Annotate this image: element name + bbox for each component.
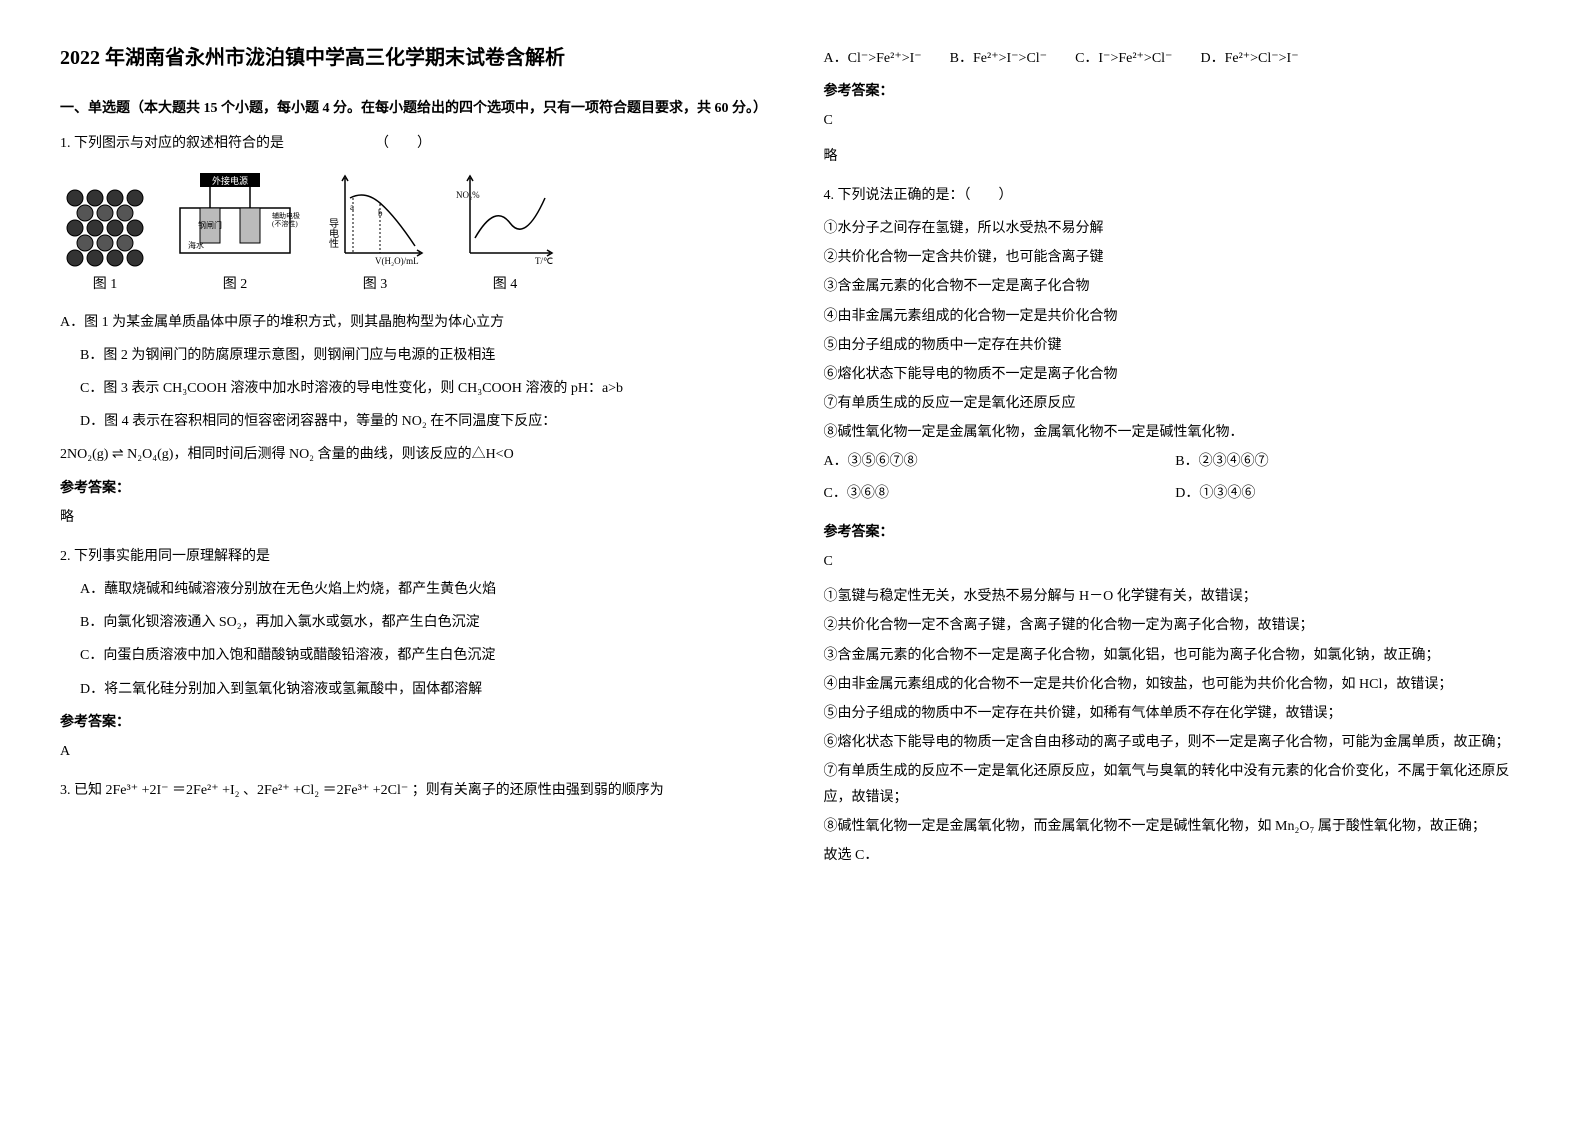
q3-optD: D．Fe²⁺>Cl⁻>I⁻ [1200,46,1298,71]
figure-3-label: 图 3 [363,272,388,297]
figure-2-label: 图 2 [223,272,248,297]
fig4-xlabel: T/℃ [535,256,553,266]
q4-s1: ①水分子之间存在氢键，所以水受热不易分解 [824,216,1528,241]
fig2-text-power: 外接电源 [212,175,248,186]
q4-s7: ⑦有单质生成的反应一定是氧化还原反应 [824,391,1528,416]
page-container: 2022 年湖南省永州市泷泊镇中学高三化学期末试卷含解析 一、单选题（本大题共 … [60,40,1527,882]
figure-4-label: 图 4 [493,272,518,297]
q4-optC: C．③⑥⑧ [824,481,1176,506]
q3-stem: 3. 已知 2Fe³⁺ +2I⁻ ＝2Fe²⁺ +I₂ 、2Fe²⁺ +Cl₂ … [60,778,764,803]
q4-e4: ④由非金属元素组成的化合物不一定是共价化合物，如铵盐，也可能为共价化合物，如 H… [824,672,1528,697]
q4-s6: ⑥熔化状态下能导电的物质不一定是离子化合物 [824,362,1528,387]
figure-2: 外接电源 钢闸门 辅助电极 (不溶性) 海水 图 2 [170,168,300,297]
figure-2-svg: 外接电源 钢闸门 辅助电极 (不溶性) 海水 [170,168,300,268]
q1-figures: 图 1 外接电源 钢闸门 辅助电极 (不溶性) [60,168,764,297]
figure-1-svg [60,178,150,268]
fig3-ylabel: 导电性 [327,218,339,249]
q2-stem: 2. 下列事实能用同一原理解释的是 [60,544,764,569]
q4-stem: 4. 下列说法正确的是：（ ） [824,183,1528,208]
q4-s8: ⑧碱性氧化物一定是金属氧化物，金属氧化物不一定是碱性氧化物． [824,420,1528,445]
question-2: 2. 下列事实能用同一原理解释的是 A．蘸取烧碱和纯碱溶液分别放在无色火焰上灼烧… [60,544,764,764]
q4-e1: ①氢键与稳定性无关，水受热不易分解与 H－O 化学键有关，故错误； [824,584,1528,609]
q4-answer-label: 参考答案： [824,520,1528,545]
q4-e2: ②共价化合物一定不含离子键，含离子键的化合物一定为离子化合物，故错误； [824,613,1528,638]
figure-3-svg: 导电性 V(H₂O)/mL a b [320,168,430,268]
q4-options: A．③⑤⑥⑦⑧ B．②③④⑥⑦ C．③⑥⑧ D．①③④⑥ [824,449,1528,511]
q4-s2: ②共价化合物一定含共价键，也可能含离子键 [824,245,1528,270]
q4-e9: 故选 C． [824,843,1528,868]
q4-optD: D．①③④⑥ [1175,481,1527,506]
q3-optB: B．Fe²⁺>I⁻>Cl⁻ [950,46,1047,71]
q1-answer: 略 [60,505,764,530]
q1-answer-label: 参考答案： [60,476,764,501]
q1-optB: B．图 2 为钢闸门的防腐原理示意图，则钢闸门应与电源的正极相连 [80,343,764,368]
q2-answer: A [60,739,764,764]
q4-e6: ⑥熔化状态下能导电的物质一定含自由移动的离子或电子，则不一定是离子化合物，可能为… [824,730,1528,755]
q4-s4: ④由非金属元素组成的化合物一定是共价化合物 [824,304,1528,329]
question-4: 4. 下列说法正确的是：（ ） ①水分子之间存在氢键，所以水受热不易分解 ②共价… [824,183,1528,868]
q4-e7: ⑦有单质生成的反应不一定是氧化还原反应，如氧气与臭氧的转化中没有元素的化合价变化… [824,759,1528,809]
q4-s5: ⑤由分子组成的物质中一定存在共价键 [824,333,1528,358]
q4-s3: ③含金属元素的化合物不一定是离子化合物 [824,274,1528,299]
figure-1-label: 图 1 [93,272,118,297]
fig4-ylabel: NO₂% [456,190,480,200]
q1-optA: A．图 1 为某金属单质晶体中原子的堆积方式，则其晶胞构型为体心立方 [60,310,764,335]
q2-optA: A．蘸取烧碱和纯碱溶液分别放在无色火焰上灼烧，都产生黄色火焰 [80,577,764,602]
figure-1: 图 1 [60,178,150,297]
q1-optD2: 2NO₂(g) ⇌ N₂O₄(g)，相同时间后测得 NO₂ 含量的曲线，则该反应… [60,442,764,467]
figure-3: 导电性 V(H₂O)/mL a b 图 3 [320,168,430,297]
q1-optD: D．图 4 表示在容积相同的恒容密闭容器中，等量的 NO₂ 在不同温度下反应： [80,409,764,434]
q4-e5: ⑤由分子组成的物质中不一定存在共价键，如稀有气体单质不存在化学键，故错误； [824,701,1528,726]
figure-4: NO₂% T/℃ 图 4 [450,168,560,297]
fig2-text-aux2: (不溶性) [272,219,298,228]
fig3-xlabel: V(H₂O)/mL [375,256,419,266]
q1-stem: 1. 下列图示与对应的叙述相符合的是 （ ） [60,131,764,156]
exam-title: 2022 年湖南省永州市泷泊镇中学高三化学期末试卷含解析 [60,40,764,76]
q3-answer: C [824,108,1528,133]
q3-optA: A．Cl⁻>Fe²⁺>I⁻ [824,46,922,71]
left-column: 2022 年湖南省永州市泷泊镇中学高三化学期末试卷含解析 一、单选题（本大题共 … [60,40,764,882]
q3-options: A．Cl⁻>Fe²⁺>I⁻ B．Fe²⁺>I⁻>Cl⁻ C．I⁻>Fe²⁺>Cl… [824,46,1528,71]
q4-e8: ⑧碱性氧化物一定是金属氧化物，而金属氧化物不一定是碱性氧化物，如 Mn₂O₇ 属… [824,814,1528,839]
fig2-text-sea: 海水 [188,240,204,250]
q3-answer2: 略 [824,144,1528,169]
section1-header: 一、单选题（本大题共 15 个小题，每小题 4 分。在每小题给出的四个选项中，只… [60,96,764,121]
fig2-text-aux: 辅助电极 [272,211,300,220]
question-3-body: A．Cl⁻>Fe²⁺>I⁻ B．Fe²⁺>I⁻>Cl⁻ C．I⁻>Fe²⁺>Cl… [824,46,1528,169]
q1-optC: C．图 3 表示 CH₃COOH 溶液中加水时溶液的导电性变化，则 CH₃COO… [80,376,764,401]
q2-optD: D．将二氧化硅分别加入到氢氧化钠溶液或氢氟酸中，固体都溶解 [80,677,764,702]
q2-answer-label: 参考答案： [60,710,764,735]
figure-4-svg: NO₂% T/℃ [450,168,560,268]
right-column: A．Cl⁻>Fe²⁺>I⁻ B．Fe²⁺>I⁻>Cl⁻ C．I⁻>Fe²⁺>Cl… [824,40,1528,882]
q3-optC: C．I⁻>Fe²⁺>Cl⁻ [1075,46,1172,71]
question-1: 1. 下列图示与对应的叙述相符合的是 （ ） 图 1 [60,131,764,530]
question-3-stem: 3. 已知 2Fe³⁺ +2I⁻ ＝2Fe²⁺ +I₂ 、2Fe²⁺ +Cl₂ … [60,778,764,803]
q4-answer: C [824,549,1528,574]
q4-e3: ③含金属元素的化合物不一定是离子化合物，如氯化铝，也可能为离子化合物，如氯化钠，… [824,643,1528,668]
q3-answer-label: 参考答案： [824,79,1528,104]
q4-optA: A．③⑤⑥⑦⑧ [824,449,1176,474]
fig2-text-gate: 钢闸门 [198,220,222,230]
q4-optB: B．②③④⑥⑦ [1175,449,1527,474]
q2-optB: B．向氯化钡溶液通入 SO₂，再加入氯水或氨水，都产生白色沉淀 [80,610,764,635]
q2-optC: C．向蛋白质溶液中加入饱和醋酸钠或醋酸铅溶液，都产生白色沉淀 [80,643,764,668]
